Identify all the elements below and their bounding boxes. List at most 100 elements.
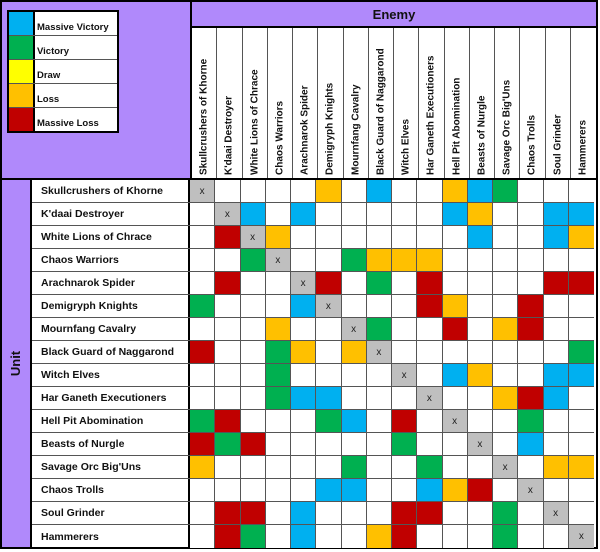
table-row: Savage Orc Big'Uns x [32,456,594,479]
matchup-cell [240,410,266,432]
self-matchup-cell: x [392,364,418,386]
matchup-cell [240,456,266,478]
matchup-cell [316,272,342,294]
matchup-cell [215,502,241,524]
matchup-cell [493,180,519,202]
matchup-cell [518,387,544,409]
matchup-cell [568,433,594,455]
matchup-cell [568,226,594,248]
table-row: Witch Elves x [32,364,594,387]
matchup-cell [265,433,291,455]
self-matchup-cell: x [568,525,594,548]
matchup-cell [417,272,443,294]
matchup-cell [417,318,443,340]
column-header-label: Beasts of Nurgle [476,95,488,175]
legend-swatch [9,12,35,35]
matchup-cell [316,387,342,409]
matchup-cell [341,525,367,548]
matchup-cell [467,318,493,340]
matchup-cell [190,456,216,478]
matchup-cell [190,525,216,548]
legend-swatch [9,84,35,107]
matchup-cell [568,318,594,340]
matchup-cell [265,410,291,432]
matchup-cell [493,295,519,317]
matchup-cell [366,272,392,294]
matchup-cell [341,180,367,202]
matchup-cell [493,387,519,409]
matchup-cell [341,249,367,271]
matchup-cell [316,456,342,478]
matchup-cell [215,456,241,478]
self-matchup-cell: x [467,433,493,455]
matchup-cell [240,525,266,548]
matchup-cell [467,456,493,478]
self-matchup-cell: x [240,226,266,248]
matchup-cell [493,410,519,432]
matchup-cell [543,318,569,340]
corner-cell: Massive Victory Victory Draw Loss Massive Lo… [2,2,192,180]
column-header-label: Chaos Trolls [526,114,538,175]
matchup-cell [543,410,569,432]
legend-swatch [9,108,35,131]
table-row: Hammerers x [32,525,594,548]
matchup-cell [417,341,443,363]
column-header: Hell Pit Abomination [445,28,470,178]
row-label: Beasts of Nurgle [32,433,190,455]
matchup-cell [215,433,241,455]
matchup-cell [543,456,569,478]
matchup-cell [215,387,241,409]
matchup-cell [240,479,266,501]
matchup-cell [543,180,569,202]
matchup-cell [392,318,418,340]
table-row: White Lions of Chrace x [32,226,594,249]
matchup-cell [442,525,468,548]
matchup-cell [568,456,594,478]
matchup-cell [417,456,443,478]
matchup-cell [417,226,443,248]
matchup-cell [518,249,544,271]
matchup-cell [215,272,241,294]
table-row: Beasts of Nurgle x [32,433,594,456]
matchup-cell [392,525,418,548]
matchup-cell [417,410,443,432]
matchup-cell [392,226,418,248]
matchup-cell [442,226,468,248]
matchup-cell [341,479,367,501]
legend-item: Victory [9,36,117,60]
column-header: Arachnarok Spider [293,28,319,178]
matchup-cell [366,387,392,409]
matchup-cell [215,295,241,317]
matchup-cell [341,295,367,317]
matchup-cell [291,479,317,501]
column-header: Har Ganeth Executioners [419,28,445,178]
column-header: Witch Elves [394,28,420,178]
column-header-label: Witch Elves [400,118,412,175]
matchup-cell [493,364,519,386]
matchup-cell [543,387,569,409]
matchup-cell [493,318,519,340]
matchup-cell [392,433,418,455]
matchup-cell [265,318,291,340]
matchup-cell [392,387,418,409]
matchup-cell [265,387,291,409]
matchup-cell [442,502,468,524]
matchup-cell [543,295,569,317]
matchup-cell [543,364,569,386]
legend-swatch [9,60,35,83]
matchup-cell [215,364,241,386]
column-header: Beasts of Nurgle [470,28,495,178]
column-header: Soul Grinder [546,28,571,178]
matchup-cell [240,341,266,363]
legend-item: Loss [9,84,117,108]
matchup-cell [366,364,392,386]
row-label: Har Ganeth Executioners [32,387,190,409]
matchup-cell [442,387,468,409]
matchup-cell [265,180,291,202]
matchup-cell [366,295,392,317]
legend-item: Massive Loss [9,108,117,131]
matchup-cell [291,433,317,455]
matchup-cell [240,180,266,202]
self-matchup-cell: x [417,387,443,409]
matchup-cell [467,502,493,524]
